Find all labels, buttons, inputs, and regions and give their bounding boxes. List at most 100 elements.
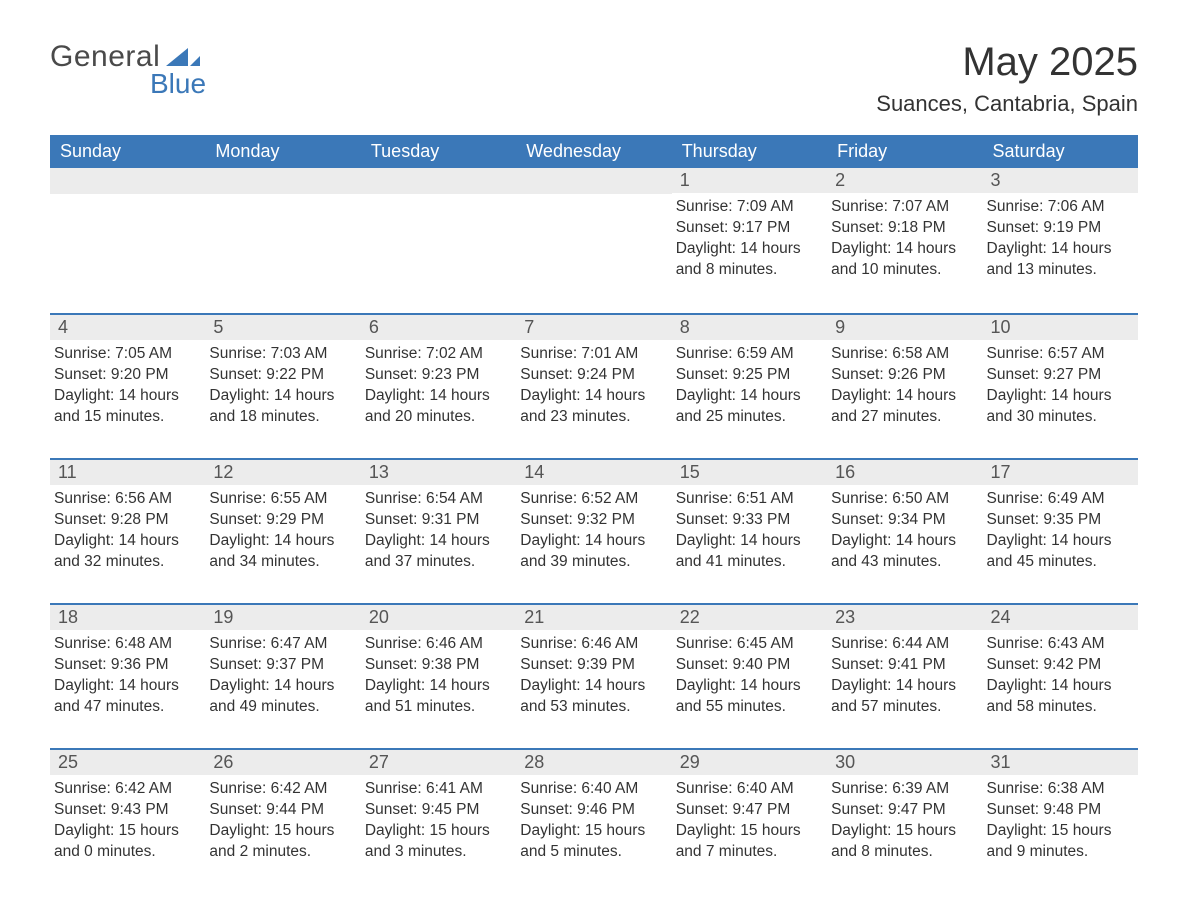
daylight-text: Daylight: 15 hours and 3 minutes. bbox=[365, 821, 510, 863]
empty-day bbox=[50, 168, 205, 194]
sunrise-text: Sunrise: 6:40 AM bbox=[676, 779, 821, 800]
day-body: Sunrise: 6:51 AMSunset: 9:33 PMDaylight:… bbox=[672, 485, 827, 579]
calendar-day-cell: 13Sunrise: 6:54 AMSunset: 9:31 PMDayligh… bbox=[361, 458, 516, 603]
calendar-day-cell bbox=[50, 168, 205, 313]
daylight-text: Daylight: 14 hours and 47 minutes. bbox=[54, 676, 199, 718]
sunset-text: Sunset: 9:38 PM bbox=[365, 655, 510, 676]
sunset-text: Sunset: 9:24 PM bbox=[520, 365, 665, 386]
sunrise-text: Sunrise: 6:46 AM bbox=[520, 634, 665, 655]
calendar-day-cell: 4Sunrise: 7:05 AMSunset: 9:20 PMDaylight… bbox=[50, 313, 205, 458]
header: General Blue May 2025 Suances, Cantabria… bbox=[50, 40, 1138, 117]
day-number: 29 bbox=[672, 748, 827, 775]
daylight-text: Daylight: 14 hours and 32 minutes. bbox=[54, 531, 199, 573]
daylight-text: Daylight: 15 hours and 2 minutes. bbox=[209, 821, 354, 863]
day-body: Sunrise: 7:03 AMSunset: 9:22 PMDaylight:… bbox=[205, 340, 360, 434]
calendar-day-cell: 7Sunrise: 7:01 AMSunset: 9:24 PMDaylight… bbox=[516, 313, 671, 458]
calendar-day-cell: 6Sunrise: 7:02 AMSunset: 9:23 PMDaylight… bbox=[361, 313, 516, 458]
sunrise-text: Sunrise: 6:38 AM bbox=[987, 779, 1132, 800]
calendar-day-cell: 10Sunrise: 6:57 AMSunset: 9:27 PMDayligh… bbox=[983, 313, 1138, 458]
day-body: Sunrise: 7:07 AMSunset: 9:18 PMDaylight:… bbox=[827, 193, 982, 287]
title-block: May 2025 Suances, Cantabria, Spain bbox=[876, 40, 1138, 117]
day-body: Sunrise: 6:43 AMSunset: 9:42 PMDaylight:… bbox=[983, 630, 1138, 724]
daylight-text: Daylight: 14 hours and 55 minutes. bbox=[676, 676, 821, 718]
day-number: 22 bbox=[672, 603, 827, 630]
sunrise-text: Sunrise: 6:42 AM bbox=[54, 779, 199, 800]
logo-triangle-icon bbox=[166, 44, 200, 66]
sunset-text: Sunset: 9:36 PM bbox=[54, 655, 199, 676]
day-number: 13 bbox=[361, 458, 516, 485]
sunrise-text: Sunrise: 6:43 AM bbox=[987, 634, 1132, 655]
sunrise-text: Sunrise: 6:39 AM bbox=[831, 779, 976, 800]
daylight-text: Daylight: 14 hours and 45 minutes. bbox=[987, 531, 1132, 573]
calendar-week-row: 4Sunrise: 7:05 AMSunset: 9:20 PMDaylight… bbox=[50, 313, 1138, 458]
sunset-text: Sunset: 9:42 PM bbox=[987, 655, 1132, 676]
sunset-text: Sunset: 9:39 PM bbox=[520, 655, 665, 676]
sunset-text: Sunset: 9:40 PM bbox=[676, 655, 821, 676]
day-body: Sunrise: 6:44 AMSunset: 9:41 PMDaylight:… bbox=[827, 630, 982, 724]
sunset-text: Sunset: 9:17 PM bbox=[676, 218, 821, 239]
calendar-day-cell: 25Sunrise: 6:42 AMSunset: 9:43 PMDayligh… bbox=[50, 748, 205, 893]
calendar-day-cell: 15Sunrise: 6:51 AMSunset: 9:33 PMDayligh… bbox=[672, 458, 827, 603]
sunrise-text: Sunrise: 6:55 AM bbox=[209, 489, 354, 510]
sunrise-text: Sunrise: 6:56 AM bbox=[54, 489, 199, 510]
calendar-week-row: 18Sunrise: 6:48 AMSunset: 9:36 PMDayligh… bbox=[50, 603, 1138, 748]
logo-text-blue: Blue bbox=[150, 68, 206, 100]
sunset-text: Sunset: 9:29 PM bbox=[209, 510, 354, 531]
sunset-text: Sunset: 9:48 PM bbox=[987, 800, 1132, 821]
daylight-text: Daylight: 15 hours and 8 minutes. bbox=[831, 821, 976, 863]
daylight-text: Daylight: 14 hours and 23 minutes. bbox=[520, 386, 665, 428]
calendar-day-cell: 24Sunrise: 6:43 AMSunset: 9:42 PMDayligh… bbox=[983, 603, 1138, 748]
calendar-day-cell: 23Sunrise: 6:44 AMSunset: 9:41 PMDayligh… bbox=[827, 603, 982, 748]
daylight-text: Daylight: 15 hours and 9 minutes. bbox=[987, 821, 1132, 863]
sunset-text: Sunset: 9:45 PM bbox=[365, 800, 510, 821]
sunrise-text: Sunrise: 7:03 AM bbox=[209, 344, 354, 365]
daylight-text: Daylight: 15 hours and 7 minutes. bbox=[676, 821, 821, 863]
day-body: Sunrise: 6:45 AMSunset: 9:40 PMDaylight:… bbox=[672, 630, 827, 724]
sunset-text: Sunset: 9:26 PM bbox=[831, 365, 976, 386]
day-body: Sunrise: 6:56 AMSunset: 9:28 PMDaylight:… bbox=[50, 485, 205, 579]
sunset-text: Sunset: 9:18 PM bbox=[831, 218, 976, 239]
sunrise-text: Sunrise: 6:47 AM bbox=[209, 634, 354, 655]
day-body: Sunrise: 6:39 AMSunset: 9:47 PMDaylight:… bbox=[827, 775, 982, 869]
daylight-text: Daylight: 14 hours and 43 minutes. bbox=[831, 531, 976, 573]
sunrise-text: Sunrise: 7:09 AM bbox=[676, 197, 821, 218]
calendar-day-cell: 21Sunrise: 6:46 AMSunset: 9:39 PMDayligh… bbox=[516, 603, 671, 748]
calendar-week-row: 1Sunrise: 7:09 AMSunset: 9:17 PMDaylight… bbox=[50, 168, 1138, 313]
day-of-week-header: Thursday bbox=[672, 135, 827, 168]
calendar-day-cell: 17Sunrise: 6:49 AMSunset: 9:35 PMDayligh… bbox=[983, 458, 1138, 603]
sunset-text: Sunset: 9:27 PM bbox=[987, 365, 1132, 386]
day-body: Sunrise: 6:58 AMSunset: 9:26 PMDaylight:… bbox=[827, 340, 982, 434]
daylight-text: Daylight: 14 hours and 8 minutes. bbox=[676, 239, 821, 281]
calendar-week-row: 11Sunrise: 6:56 AMSunset: 9:28 PMDayligh… bbox=[50, 458, 1138, 603]
day-number: 3 bbox=[983, 168, 1138, 193]
day-body: Sunrise: 6:42 AMSunset: 9:43 PMDaylight:… bbox=[50, 775, 205, 869]
sunrise-text: Sunrise: 6:50 AM bbox=[831, 489, 976, 510]
sunrise-text: Sunrise: 6:45 AM bbox=[676, 634, 821, 655]
sunset-text: Sunset: 9:32 PM bbox=[520, 510, 665, 531]
sunset-text: Sunset: 9:19 PM bbox=[987, 218, 1132, 239]
day-number: 19 bbox=[205, 603, 360, 630]
calendar-day-cell: 20Sunrise: 6:46 AMSunset: 9:38 PMDayligh… bbox=[361, 603, 516, 748]
day-number: 7 bbox=[516, 313, 671, 340]
calendar-day-cell bbox=[361, 168, 516, 313]
day-number: 14 bbox=[516, 458, 671, 485]
sunrise-text: Sunrise: 6:52 AM bbox=[520, 489, 665, 510]
sunset-text: Sunset: 9:43 PM bbox=[54, 800, 199, 821]
day-body: Sunrise: 6:47 AMSunset: 9:37 PMDaylight:… bbox=[205, 630, 360, 724]
calendar-week-row: 25Sunrise: 6:42 AMSunset: 9:43 PMDayligh… bbox=[50, 748, 1138, 893]
daylight-text: Daylight: 14 hours and 53 minutes. bbox=[520, 676, 665, 718]
day-body: Sunrise: 6:40 AMSunset: 9:46 PMDaylight:… bbox=[516, 775, 671, 869]
sunset-text: Sunset: 9:22 PM bbox=[209, 365, 354, 386]
sunset-text: Sunset: 9:33 PM bbox=[676, 510, 821, 531]
daylight-text: Daylight: 14 hours and 41 minutes. bbox=[676, 531, 821, 573]
daylight-text: Daylight: 14 hours and 30 minutes. bbox=[987, 386, 1132, 428]
calendar-day-cell: 26Sunrise: 6:42 AMSunset: 9:44 PMDayligh… bbox=[205, 748, 360, 893]
daylight-text: Daylight: 14 hours and 58 minutes. bbox=[987, 676, 1132, 718]
day-number: 23 bbox=[827, 603, 982, 630]
calendar-day-cell: 22Sunrise: 6:45 AMSunset: 9:40 PMDayligh… bbox=[672, 603, 827, 748]
sunset-text: Sunset: 9:41 PM bbox=[831, 655, 976, 676]
empty-day bbox=[361, 168, 516, 194]
calendar-day-cell: 18Sunrise: 6:48 AMSunset: 9:36 PMDayligh… bbox=[50, 603, 205, 748]
day-number: 28 bbox=[516, 748, 671, 775]
day-body: Sunrise: 6:52 AMSunset: 9:32 PMDaylight:… bbox=[516, 485, 671, 579]
